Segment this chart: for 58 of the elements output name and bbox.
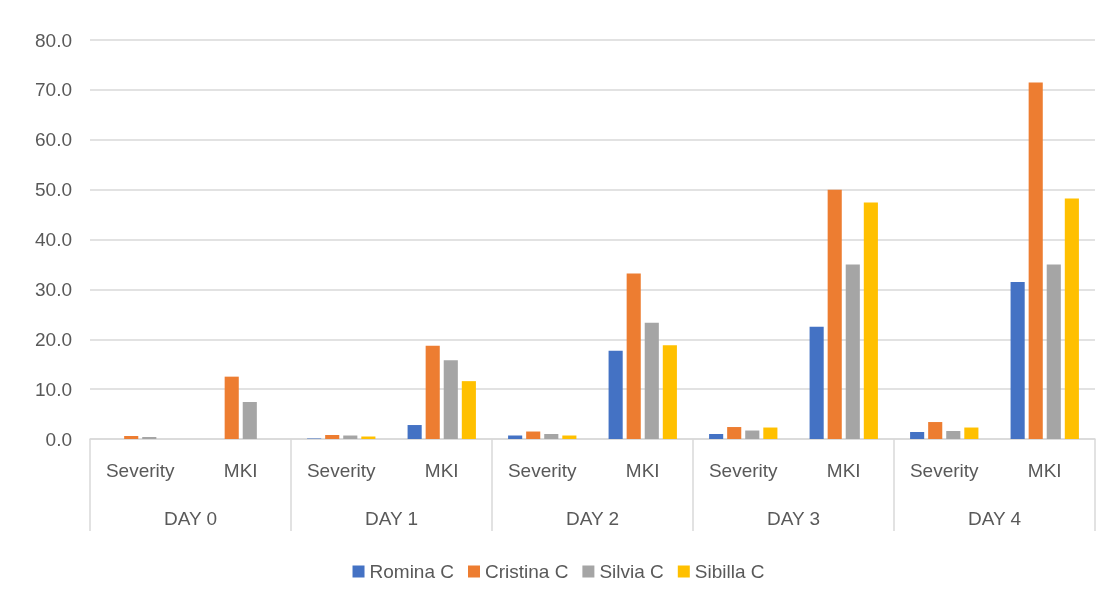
y-tick-label: 80.0 [35, 29, 72, 51]
bar [461, 381, 476, 439]
x-tick-label: MKI [625, 460, 660, 481]
bar [709, 434, 724, 439]
y-tick-label: 70.0 [35, 79, 72, 101]
text: DAY 3 [766, 508, 821, 529]
bar [626, 273, 641, 439]
bar [910, 432, 925, 439]
y-tick-label: 60.0 [35, 129, 72, 151]
text: DAY 1 [364, 508, 419, 529]
y-tick-label: 10.0 [35, 378, 72, 400]
bar [745, 430, 760, 439]
legend-label: Silvia C [599, 561, 664, 582]
bar [662, 345, 677, 439]
y-tick-label: 50.0 [35, 179, 72, 201]
bar [1028, 82, 1043, 439]
bar [644, 322, 659, 439]
bar [407, 425, 422, 439]
x-tick-label: Severity [909, 460, 980, 481]
bar [928, 422, 943, 439]
bar [1046, 264, 1061, 439]
bar [242, 402, 257, 439]
text: DAY 2 [565, 508, 620, 529]
bar [1010, 281, 1025, 439]
y-tick-label: 0.0 [45, 428, 72, 450]
y-tick-label: 40.0 [35, 229, 72, 250]
bar [425, 345, 440, 439]
x-tick-label: Severity [708, 460, 779, 481]
bar [124, 436, 139, 439]
legend-label: Sibilla C [694, 561, 765, 582]
bar [526, 431, 541, 439]
bar [809, 326, 824, 439]
x-tick-label: MKI [1027, 460, 1062, 481]
bar [946, 431, 961, 439]
bar [827, 189, 842, 439]
bar [325, 435, 340, 439]
bar [763, 427, 778, 439]
bar [964, 427, 979, 439]
bar [863, 202, 878, 439]
x-tick-label: MKI [826, 460, 861, 481]
x-tick-label: Severity [105, 460, 176, 481]
bar [1064, 198, 1079, 439]
bar [443, 360, 458, 439]
x-tick-label: MKI [223, 460, 258, 481]
bar [544, 434, 559, 439]
legend-label: Romina C [369, 561, 454, 582]
bar [845, 264, 860, 439]
legend-label: Cristina C [484, 561, 569, 582]
bar [224, 376, 239, 439]
x-tick-label: Severity [306, 460, 377, 481]
bar [727, 427, 742, 439]
y-tick-label: 20.0 [35, 328, 72, 350]
x-tick-label: Severity [507, 460, 578, 481]
y-tick-label: 30.0 [35, 278, 72, 300]
bar [608, 350, 623, 439]
text: DAY 0 [163, 508, 218, 529]
x-tick-label: MKI [424, 460, 459, 481]
text: DAY 4 [967, 508, 1022, 529]
